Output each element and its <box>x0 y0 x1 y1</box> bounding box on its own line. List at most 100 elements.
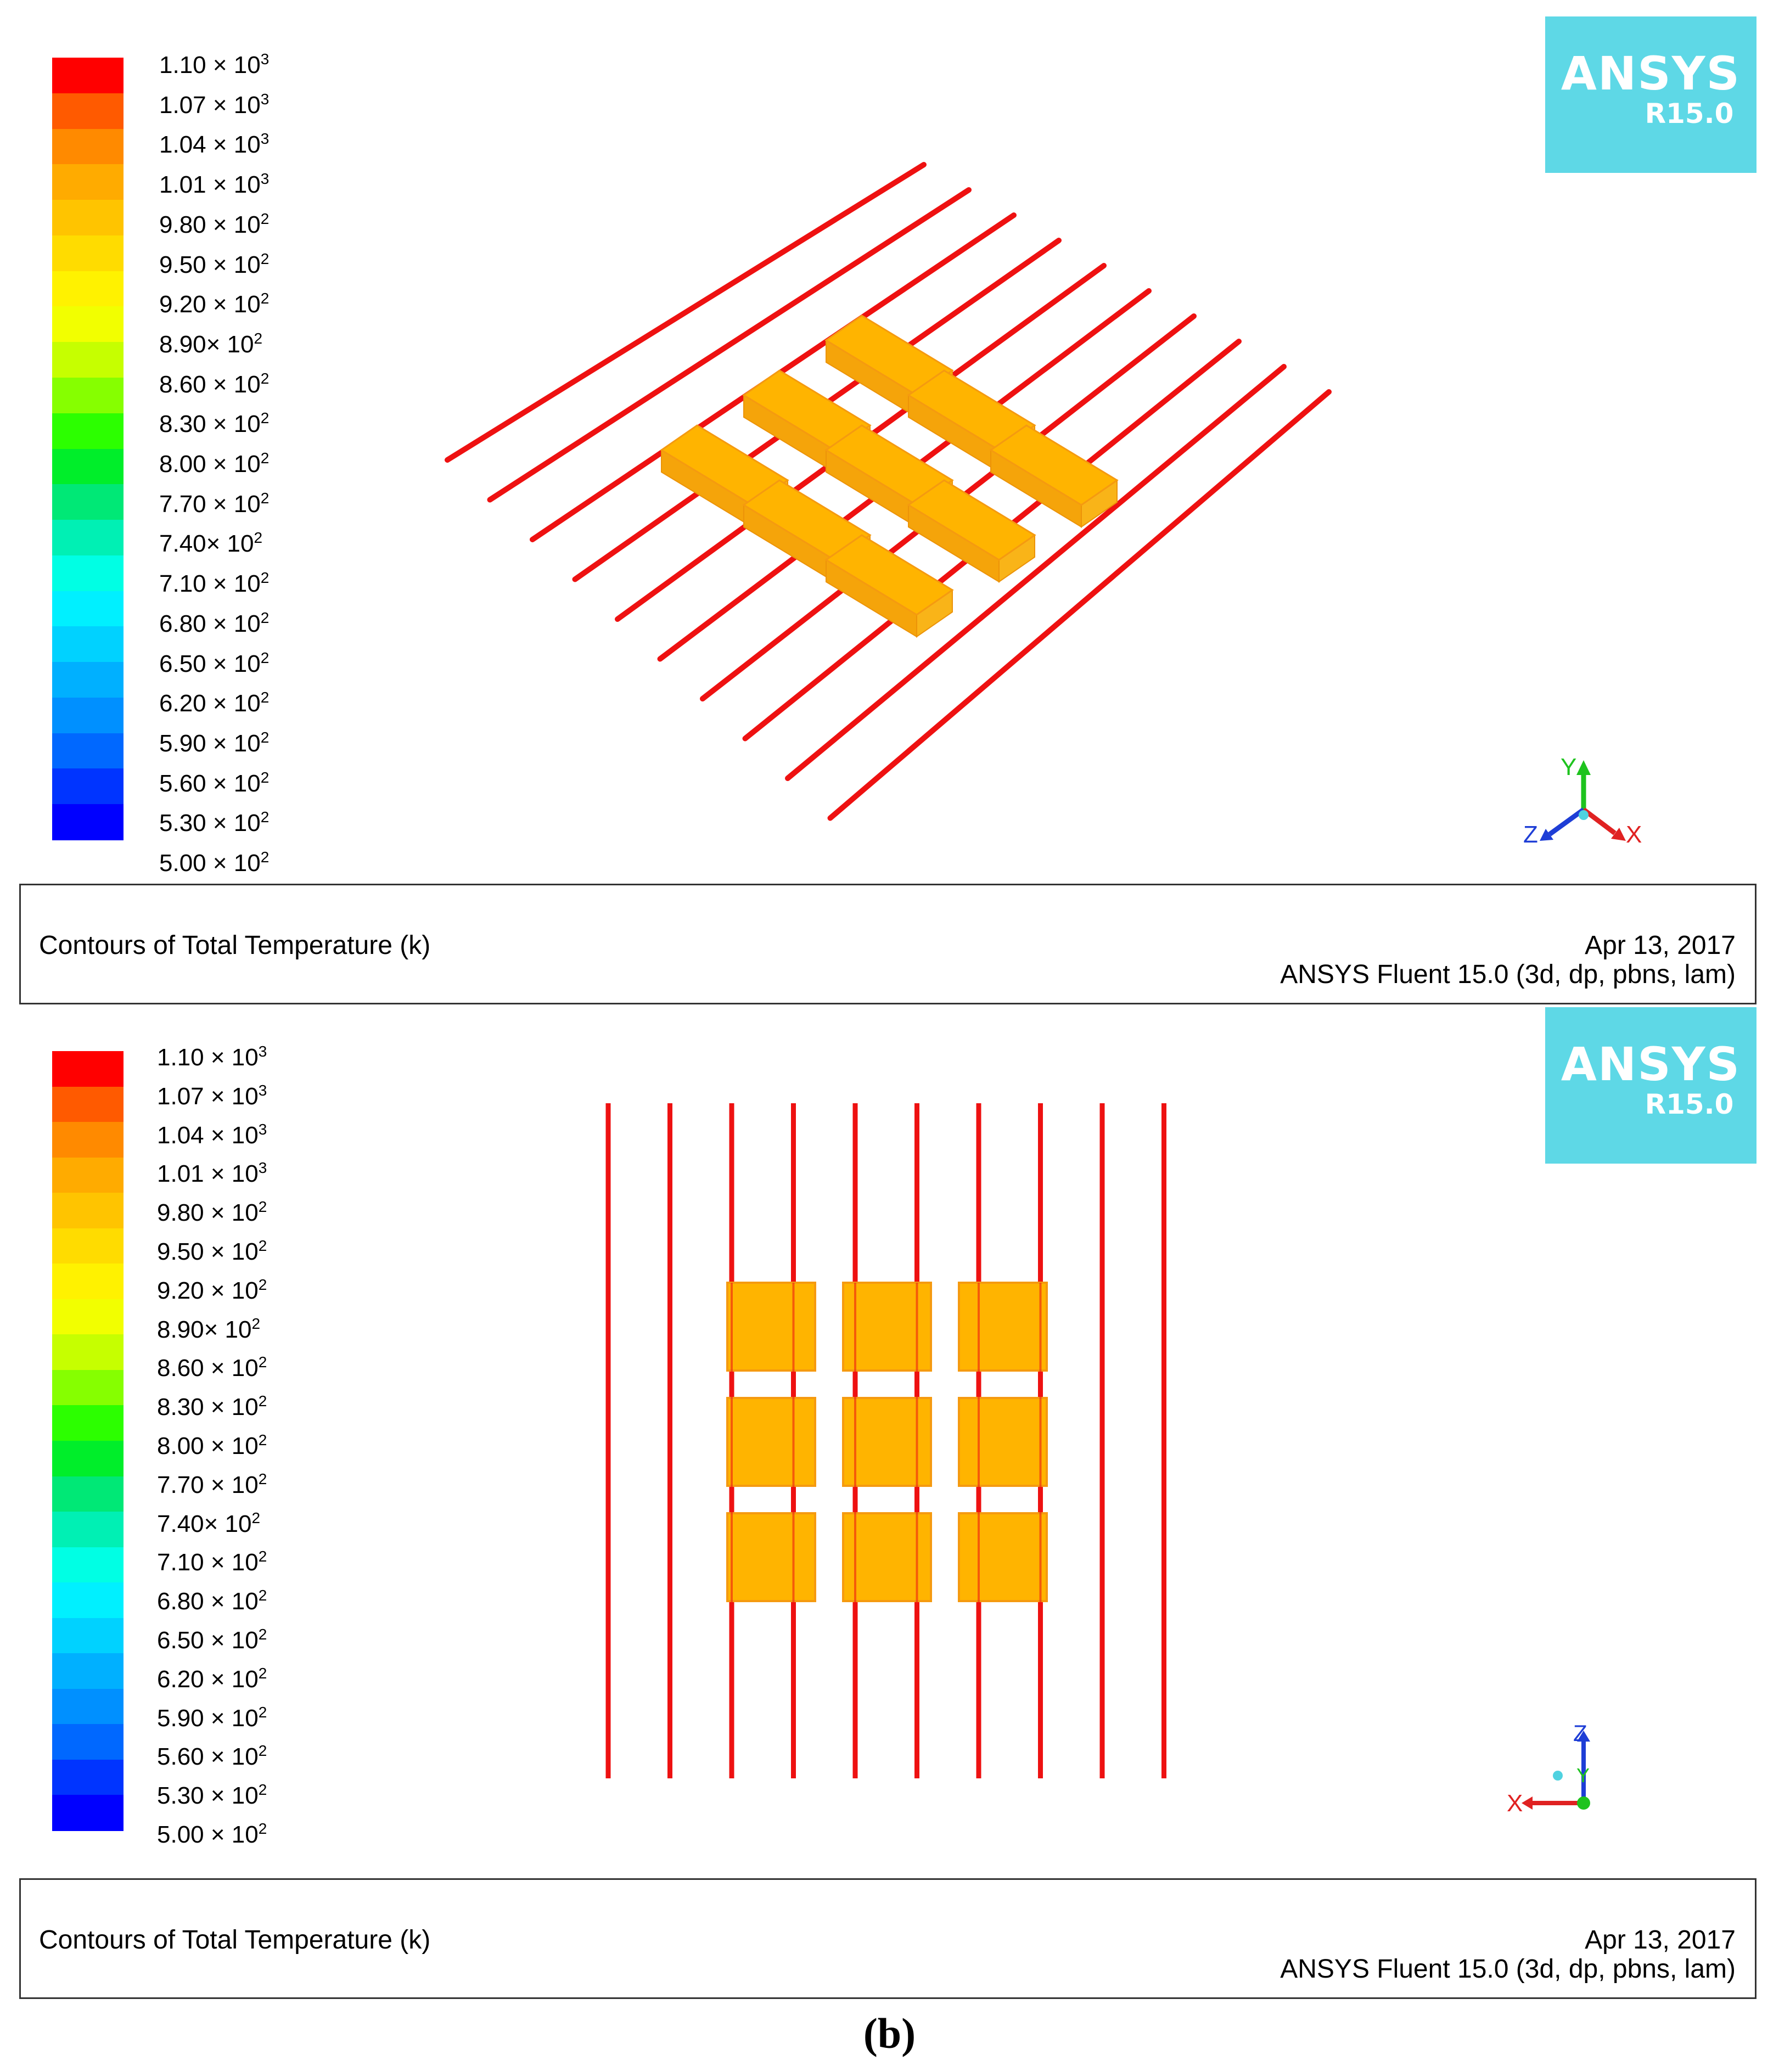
colorbar-tick-label: 1.04 × 103 <box>157 1120 267 1149</box>
block-top-face <box>907 479 1036 561</box>
colorbar-swatch <box>52 591 124 627</box>
colorbar-swatch <box>52 1724 124 1760</box>
colorbar-swatch <box>52 1441 124 1477</box>
heated-block <box>958 1397 1048 1487</box>
logo-brand: ANSYS <box>1561 1037 1741 1091</box>
colorbar-tick-label: 6.80 × 102 <box>157 1587 267 1615</box>
panel-a: 1.10 × 103 1.07 × 103 1.04 × 103 1.01 × 103… <box>0 0 1779 1007</box>
colorbar-tick-label: 5.60 × 102 <box>157 1742 267 1771</box>
colorbar-swatch <box>52 93 124 130</box>
colorbar-swatch <box>52 200 124 236</box>
heater-rod <box>487 187 972 503</box>
colorbar-swatch <box>52 733 124 770</box>
axis-origin <box>1579 810 1589 820</box>
colorbar-swatch <box>52 1582 124 1619</box>
axis-triad: Z Y X <box>1507 1720 1590 1817</box>
colorbar-tick-label: 8.00 × 102 <box>159 450 270 478</box>
colorbar-swatch <box>52 484 124 521</box>
colorbar-swatch <box>52 520 124 556</box>
y-axis-arrow <box>1576 760 1591 775</box>
x-axis-label: X <box>1626 821 1642 848</box>
colorbar-tick-label: 8.90× 102 <box>157 1315 261 1343</box>
info-box: Contours of Total Temperature (k) Apr 13… <box>19 884 1756 1004</box>
colorbar-tick-label: 1.07 × 103 <box>159 90 270 119</box>
colorbar-tick-label: 6.20 × 102 <box>157 1664 267 1693</box>
block-top-face <box>989 424 1119 506</box>
colorbar-swatch <box>52 1476 124 1513</box>
colorbar-swatch <box>52 1122 124 1158</box>
colorbar-tick-label: 1.10 × 103 <box>159 50 270 78</box>
colorbar-swatch <box>52 1759 124 1796</box>
heated-block <box>907 479 1036 583</box>
colorbar-tick-label: 9.50 × 102 <box>159 250 270 278</box>
heated-block <box>726 1512 816 1602</box>
heater-rod <box>445 162 927 463</box>
heated-blocks <box>660 315 1119 638</box>
colorbar-tick-label: 8.90× 102 <box>159 329 263 358</box>
heated-block <box>726 1282 816 1372</box>
colorbar <box>52 1051 124 1831</box>
colorbar-tick-label: 9.80 × 102 <box>159 210 270 238</box>
axis-triad: Y Z X <box>1523 754 1642 848</box>
heated-block <box>958 1512 1048 1602</box>
x-axis-arrow <box>1522 1796 1533 1810</box>
colorbar-swatch <box>52 377 124 414</box>
colorbar-tick-label: 9.50 × 102 <box>157 1237 267 1265</box>
colorbar-swatch <box>52 804 124 840</box>
colorbar-tick-label: 1.10 × 103 <box>157 1043 267 1071</box>
ansys-logo: ANSYS R15.0 <box>1545 16 1756 173</box>
colorbar-tick-label: 7.70 × 102 <box>159 489 270 518</box>
z-axis-arrow <box>1577 1731 1590 1742</box>
y-axis-origin <box>1577 1796 1590 1810</box>
colorbar-swatch <box>52 58 124 94</box>
scene-3d-view: Y Z X <box>445 162 1642 848</box>
x-axis-arrow <box>1611 828 1626 841</box>
heater-rod <box>785 364 1287 781</box>
y-axis-label: Y <box>1561 754 1576 780</box>
colorbar-swatch <box>52 626 124 663</box>
colorbar-swatch <box>52 1086 124 1123</box>
x-axis-line <box>1582 807 1617 835</box>
colorbar-tick-label: 7.10 × 102 <box>157 1548 267 1576</box>
colorbar-swatch <box>52 128 124 165</box>
heater-rod <box>827 389 1332 821</box>
colorbar-swatch <box>52 1228 124 1265</box>
z-axis-line <box>1548 807 1585 836</box>
heated-block <box>824 534 954 638</box>
colorbar-tick-label: 6.50 × 102 <box>159 649 270 677</box>
colorbar-tick-label: 8.30 × 102 <box>157 1392 267 1421</box>
colorbar-tick-label: 5.60 × 102 <box>159 768 270 797</box>
colorbar-tick-label: 7.40× 102 <box>157 1509 261 1537</box>
z-axis-label: Z <box>1523 821 1538 848</box>
colorbar-swatch <box>52 306 124 343</box>
colorbar-tick-label: 8.00 × 102 <box>157 1431 267 1459</box>
colorbar-tick-label: 7.70 × 102 <box>157 1470 267 1498</box>
colorbar-swatch <box>52 1547 124 1584</box>
colorbar-swatch <box>52 768 124 805</box>
ansys-logo: ANSYS R15.0 <box>1545 1007 1756 1164</box>
colorbar-tick-label: 6.80 × 102 <box>159 609 270 637</box>
block-top-face <box>824 424 954 506</box>
colorbar-swatch <box>52 235 124 272</box>
colorbar-swatch <box>52 1369 124 1406</box>
colorbar-tick-label: 5.30 × 102 <box>159 808 270 837</box>
logo-version: R15.0 <box>1645 98 1734 130</box>
colorbar-tick-label: 9.20 × 102 <box>159 290 270 318</box>
colorbar-swatch <box>52 271 124 307</box>
y-axis-label: Y <box>1576 1764 1590 1787</box>
colorbar-swatch <box>52 1795 124 1831</box>
colorbar-swatch <box>52 1051 124 1087</box>
block-top-face <box>742 479 872 561</box>
colorbar-swatch <box>52 1334 124 1371</box>
colorbar-tick-label: 7.40× 102 <box>159 529 263 558</box>
colorbar-tick-label: 8.60 × 102 <box>159 369 270 398</box>
colorbar-tick-label: 5.30 × 102 <box>157 1781 267 1810</box>
colorbar-swatch <box>52 413 124 450</box>
block-top-face <box>660 424 789 506</box>
info-box: Contours of Total Temperature (k) Apr 13… <box>19 1878 1756 1999</box>
colorbar-swatch <box>52 1299 124 1335</box>
colorbar-swatch <box>52 662 124 698</box>
colorbar-swatch <box>52 1264 124 1300</box>
axis-origin-marker <box>1553 1771 1563 1781</box>
plot-date: Apr 13, 2017 <box>1585 1925 1736 1955</box>
